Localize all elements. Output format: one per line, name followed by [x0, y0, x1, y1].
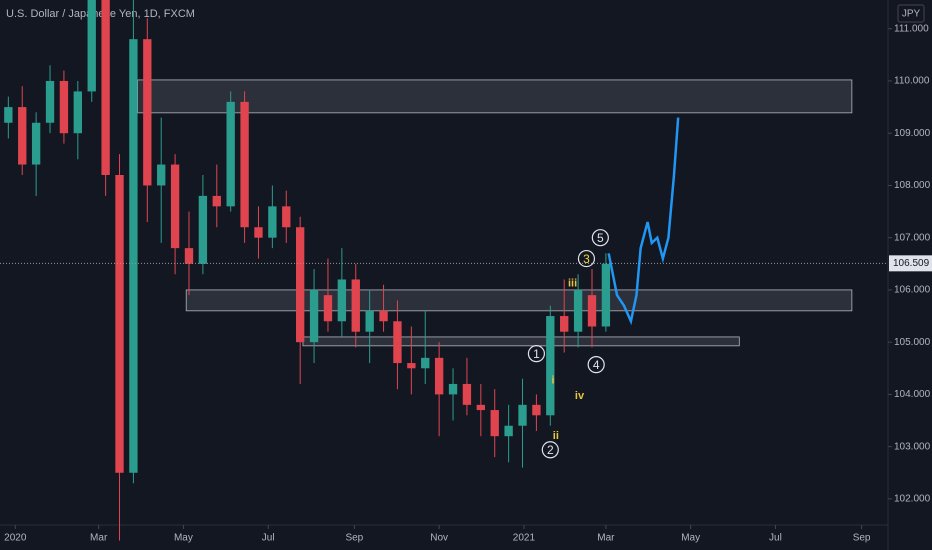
- candle-body: [407, 363, 416, 369]
- candle-body: [546, 316, 555, 416]
- candle-body: [434, 357, 444, 395]
- candle-body: [379, 310, 388, 322]
- x-tick-label: May: [174, 533, 193, 544]
- last-price-label: 106.509: [893, 258, 930, 269]
- chart-title: U.S. Dollar / Japanese Yen, 1D, FXCM: [6, 8, 195, 20]
- candle-body: [184, 248, 194, 264]
- wave-label: iv: [575, 390, 585, 402]
- candle-body: [143, 39, 152, 186]
- projection-line: [607, 117, 680, 326]
- x-tick-label: Sep: [853, 533, 871, 544]
- candle-body: [393, 321, 402, 364]
- candle-body: [226, 101, 235, 207]
- candle-body: [601, 263, 611, 327]
- candle-body: [18, 107, 27, 165]
- wave-label: i: [552, 375, 555, 387]
- y-tick-label: 104.000: [894, 389, 931, 400]
- candle-body: [31, 122, 41, 165]
- candle-body: [240, 101, 249, 228]
- x-tick-label: Mar: [597, 533, 615, 544]
- candle-body: [476, 404, 485, 411]
- candle-body: [323, 295, 333, 322]
- candle-body: [337, 279, 347, 322]
- candle-body: [282, 206, 291, 228]
- x-tick-label: 2021: [513, 533, 536, 544]
- wave-circle: [541, 441, 559, 459]
- y-tick-label: 111.000: [894, 23, 929, 34]
- candle-body: [254, 227, 263, 238]
- candle-body: [309, 289, 319, 343]
- candle-body: [504, 425, 513, 437]
- candle-body: [532, 404, 541, 416]
- candle-body: [490, 410, 499, 437]
- zone: [302, 336, 740, 347]
- wave-label: iii: [568, 278, 577, 290]
- wave-circle: [587, 356, 605, 374]
- wave-label: ii: [553, 430, 559, 442]
- x-tick-label: Sep: [345, 533, 363, 544]
- candle-body: [268, 206, 277, 238]
- y-tick-label: 109.000: [894, 128, 931, 139]
- candle-body: [560, 316, 569, 332]
- x-tick-label: 2020: [4, 533, 27, 544]
- wave-label: 2: [547, 443, 554, 457]
- wave-label: 5: [597, 231, 604, 245]
- candle-body: [170, 164, 180, 249]
- wave-label: 4: [593, 358, 600, 372]
- candle-body: [45, 80, 55, 123]
- candle-body: [87, 0, 96, 92]
- y-tick-label: 105.000: [894, 337, 931, 348]
- y-tick-label: 108.000: [894, 180, 931, 191]
- wave-circle: [591, 229, 609, 247]
- candle-body: [212, 195, 221, 207]
- candle-body: [59, 80, 69, 134]
- candle-body: [198, 195, 208, 264]
- y-tick-label: 107.000: [894, 232, 931, 243]
- candle-body: [101, 0, 110, 176]
- wave-circle: [527, 345, 546, 363]
- y-tick-label: 106.000: [894, 285, 931, 296]
- x-tick-label: May: [681, 533, 700, 544]
- currency-box: [897, 4, 925, 23]
- candle-body: [129, 39, 138, 473]
- candle-body: [365, 310, 374, 332]
- candle-body: [448, 383, 458, 395]
- y-tick-label: 110.000: [894, 76, 930, 87]
- currency-label: JPY: [902, 9, 921, 20]
- candle-body: [115, 175, 124, 473]
- x-tick-label: Jul: [262, 533, 275, 544]
- last-price-box: [889, 255, 932, 272]
- y-tick-label: 102.000: [894, 494, 931, 505]
- candle-body: [4, 107, 13, 123]
- y-tick-label: 103.000: [894, 441, 931, 452]
- candle-body: [518, 404, 527, 426]
- candle-body: [462, 383, 472, 405]
- candle-body: [157, 164, 166, 186]
- candle-body: [573, 289, 583, 332]
- candle-body: [351, 279, 360, 332]
- candle-body: [421, 357, 430, 369]
- x-tick-label: Jul: [769, 533, 782, 544]
- wave-label: 3: [583, 252, 590, 266]
- candle-body: [587, 295, 597, 327]
- zone: [185, 289, 853, 312]
- x-tick-label: Mar: [90, 533, 108, 544]
- wave-label: 1: [533, 347, 540, 361]
- x-tick-label: Nov: [430, 533, 448, 544]
- candle-body: [73, 91, 82, 134]
- candle-body: [296, 227, 305, 343]
- wave-circle: [577, 249, 596, 268]
